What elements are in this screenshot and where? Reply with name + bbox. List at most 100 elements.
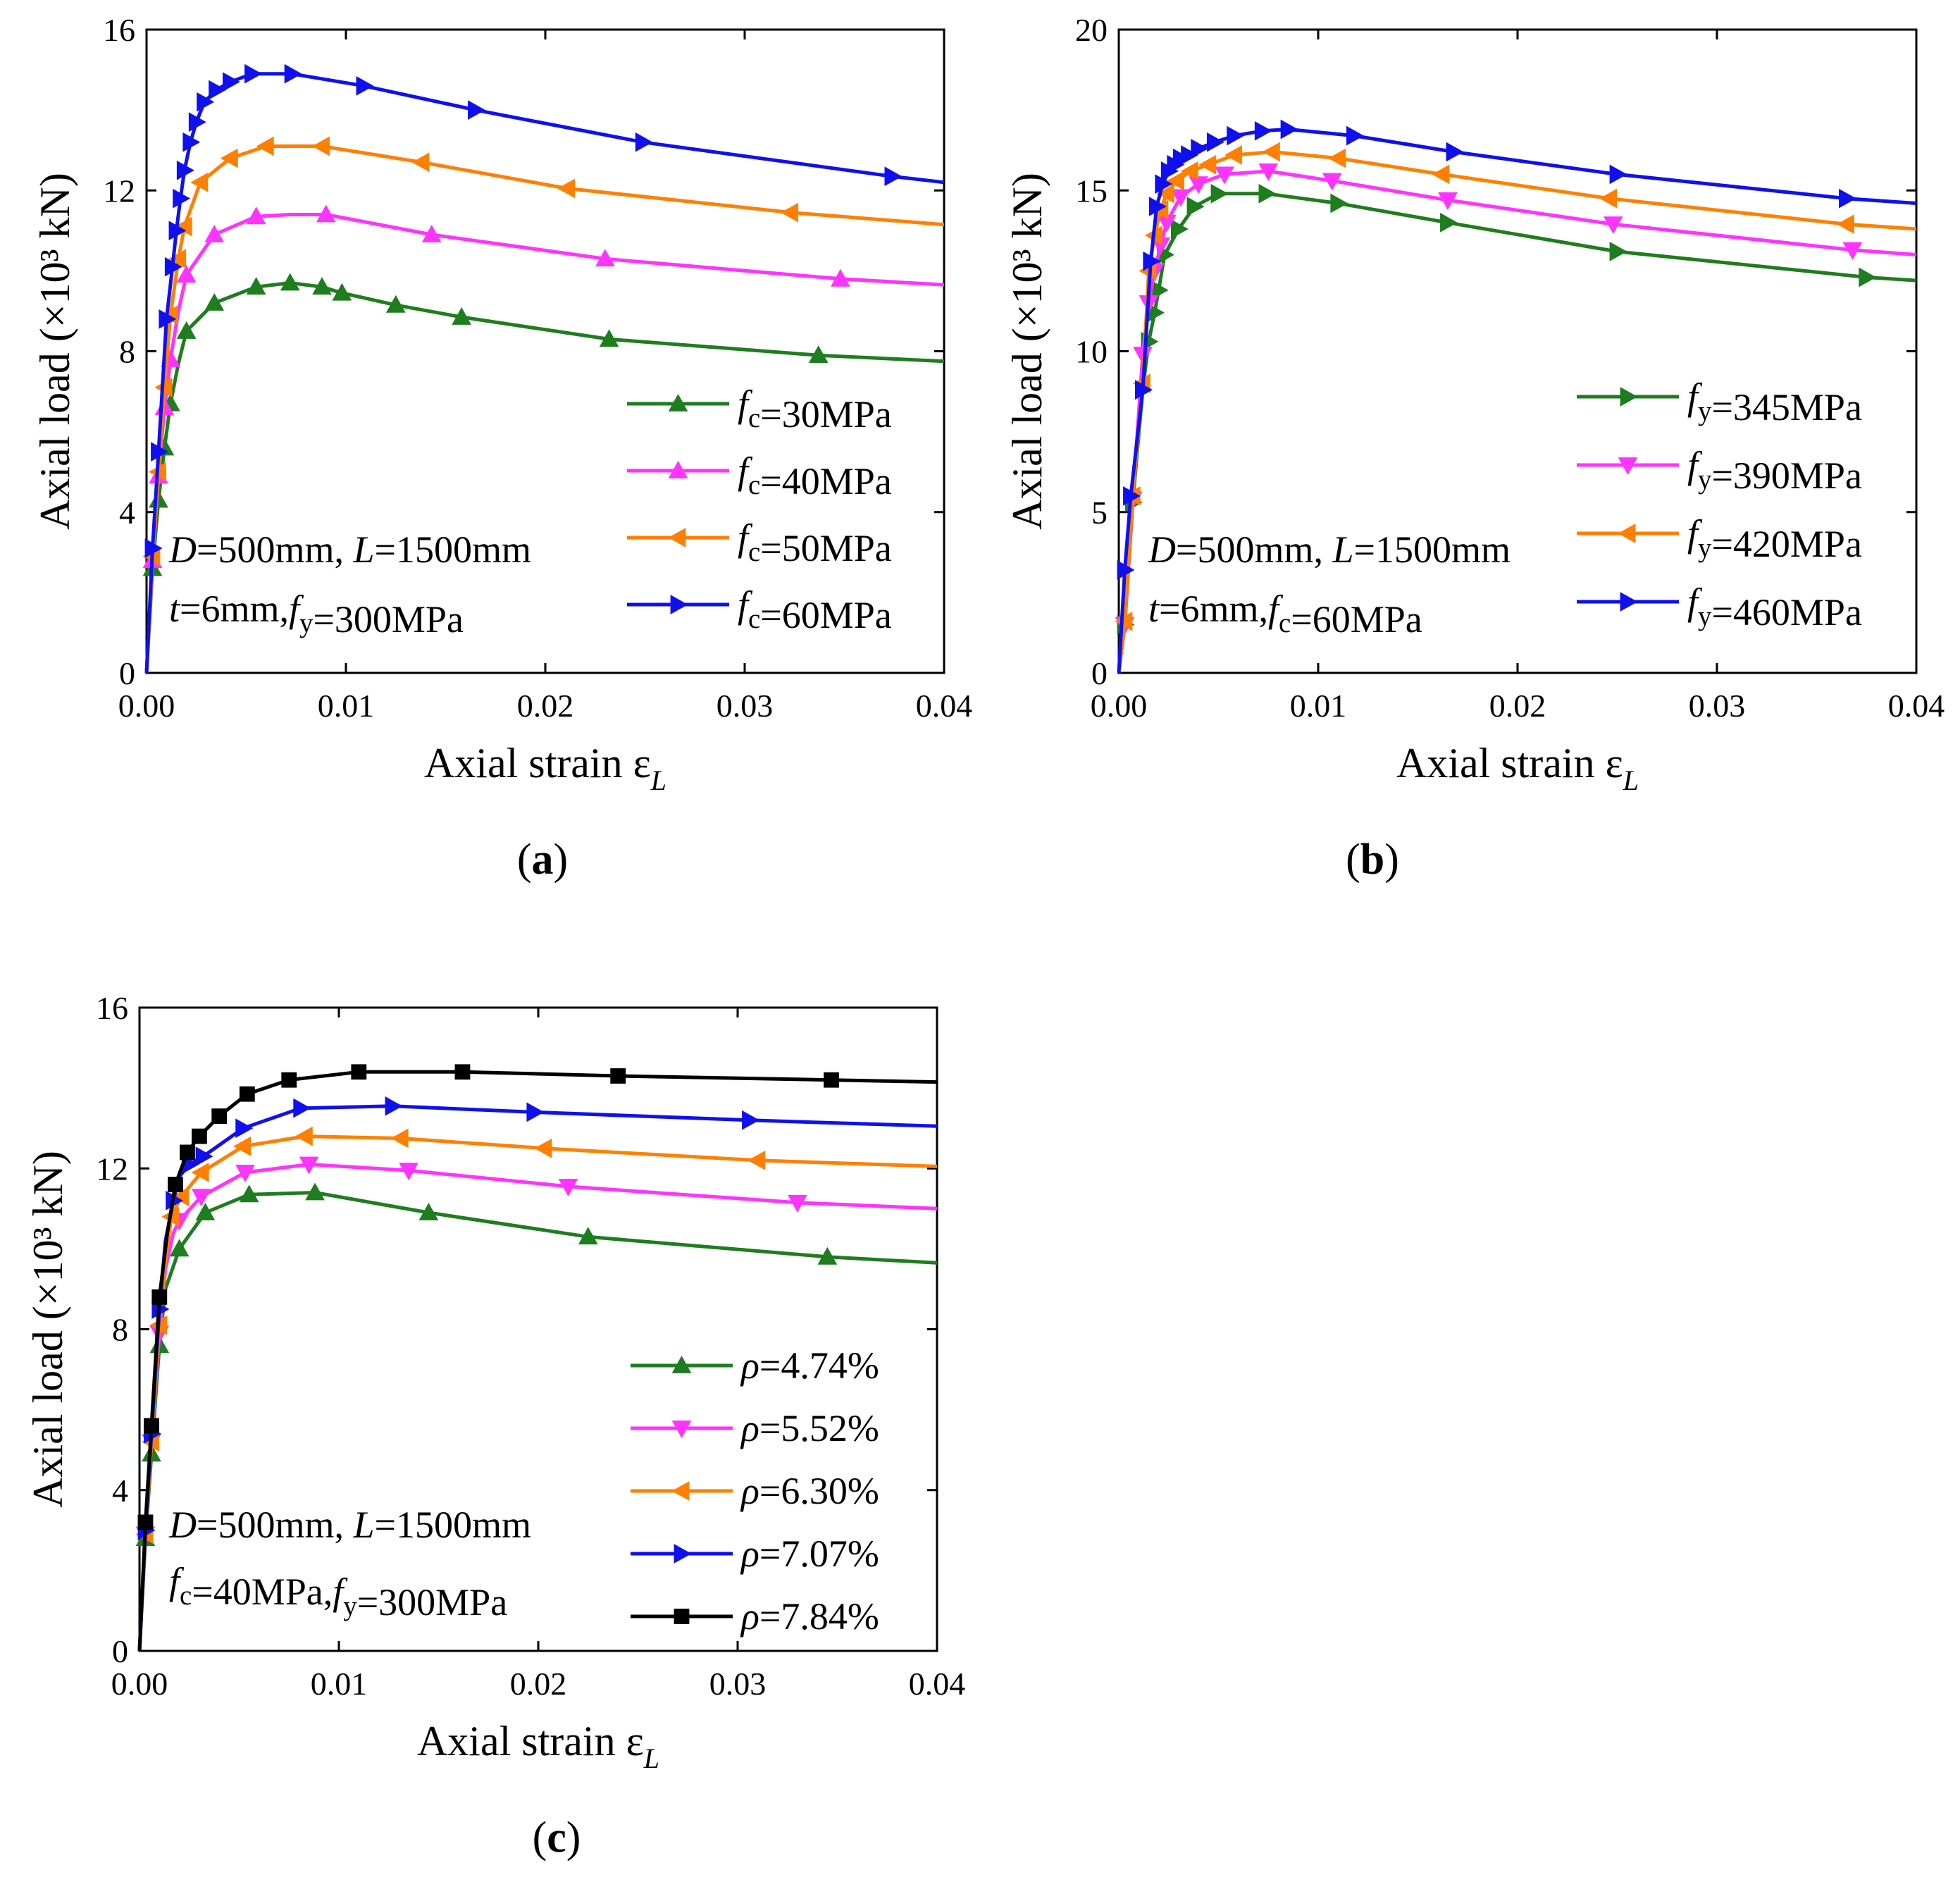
series-point xyxy=(180,1144,195,1160)
series-point xyxy=(1322,173,1342,191)
series-point xyxy=(164,256,182,277)
series-point xyxy=(1171,219,1189,239)
series-point xyxy=(1156,183,1174,204)
series-point xyxy=(468,100,485,120)
x-tick-label: 0.04 xyxy=(916,688,973,724)
y-tick-label: 5 xyxy=(1091,495,1108,531)
series-point xyxy=(195,1146,213,1166)
annotation-text: D=500mm, L=1500mm xyxy=(1148,528,1511,571)
series-point xyxy=(742,1110,760,1130)
series-point xyxy=(1346,125,1364,146)
x-tick-label: 0.03 xyxy=(709,1666,767,1702)
series-point xyxy=(421,224,442,242)
series-point xyxy=(595,249,615,267)
legend-marker xyxy=(674,1609,690,1624)
y-axis-title: Axial load (×10³ kN) xyxy=(25,1151,71,1508)
series-point xyxy=(1170,189,1191,207)
series-point xyxy=(159,309,177,329)
series-point xyxy=(1432,164,1450,185)
series-point xyxy=(246,206,266,225)
series-point xyxy=(1609,164,1627,185)
series-point xyxy=(411,152,430,173)
x-tick-label: 0.04 xyxy=(1888,688,1945,724)
legend-marker xyxy=(671,1355,692,1373)
y-tick-label: 0 xyxy=(1091,655,1108,691)
series-point xyxy=(144,538,163,558)
series-point xyxy=(151,442,169,462)
legend-marker xyxy=(1620,387,1638,407)
series-point xyxy=(356,76,374,96)
series-point xyxy=(169,1239,190,1257)
legend-label: fc=50MPa xyxy=(738,516,892,569)
series-point xyxy=(558,1179,578,1196)
series-point xyxy=(830,268,850,287)
x-tick-label: 0.00 xyxy=(1091,688,1148,724)
x-axis-title: Axial strain εL xyxy=(417,1718,659,1774)
y-tick-label: 15 xyxy=(1075,173,1108,209)
legend-marker xyxy=(670,595,688,614)
x-tick-label: 0.01 xyxy=(1290,688,1347,724)
annotation-text: t=6mm,fc=60MPa xyxy=(1148,588,1422,640)
series-point xyxy=(1440,213,1458,233)
series-point xyxy=(635,132,653,152)
x-tick-label: 0.04 xyxy=(909,1666,966,1702)
series-line-3 xyxy=(144,72,945,674)
series-point xyxy=(204,224,225,242)
series-point xyxy=(1603,216,1623,235)
legend-label: fy=390MPa xyxy=(1687,444,1862,497)
series-point xyxy=(293,1098,311,1118)
x-axis-title: Axial strain εL xyxy=(424,740,666,796)
legend-label: fc=60MPa xyxy=(738,583,892,636)
series-point xyxy=(1258,163,1279,181)
series-point xyxy=(195,1202,216,1220)
series-point xyxy=(197,92,215,112)
y-tick-label: 8 xyxy=(112,1312,128,1348)
series-point xyxy=(1839,188,1856,209)
series-point xyxy=(137,1514,154,1530)
panel-label: (c) xyxy=(533,1814,581,1862)
series-point xyxy=(176,265,197,283)
legend-marker xyxy=(671,1420,692,1439)
x-tick-label: 0.02 xyxy=(510,1666,567,1702)
series-point xyxy=(151,1289,168,1305)
x-tick-label: 0.03 xyxy=(1689,688,1746,724)
legend-label: fc=40MPa xyxy=(738,450,892,502)
y-axis-title: Axial load (×10³ kN) xyxy=(32,173,78,530)
legend-marker xyxy=(668,528,686,547)
panel-label: (b) xyxy=(1346,836,1399,884)
annotation-text: D=500mm, L=1500mm xyxy=(168,528,531,571)
y-tick-label: 0 xyxy=(112,1633,128,1669)
series-point xyxy=(385,295,406,313)
y-tick-label: 8 xyxy=(119,334,135,370)
series-point xyxy=(244,63,263,84)
y-tick-label: 4 xyxy=(112,1473,128,1509)
series-point xyxy=(1258,183,1277,204)
series-point xyxy=(280,273,300,291)
series-point xyxy=(1609,242,1627,261)
series-point xyxy=(1189,176,1209,194)
y-tick-label: 12 xyxy=(96,1151,128,1187)
legend-marker xyxy=(671,1481,690,1501)
series-point xyxy=(418,1202,439,1220)
series-point xyxy=(190,172,209,192)
series-point xyxy=(233,1137,252,1156)
legend-label: ρ=5.52% xyxy=(740,1407,879,1449)
series-point xyxy=(192,1128,207,1144)
annotation-text: t=6mm,fy=300MPa xyxy=(169,588,464,640)
series-point xyxy=(1167,171,1184,191)
series-point xyxy=(256,136,274,156)
series-point xyxy=(168,1177,183,1192)
legend-label: fc=30MPa xyxy=(738,383,892,435)
x-tick-label: 0.01 xyxy=(318,688,375,724)
series-point xyxy=(239,1086,255,1102)
series-point xyxy=(781,202,798,223)
series-point xyxy=(385,1096,403,1116)
x-tick-label: 0.00 xyxy=(118,688,175,724)
x-axis-title: Axial strain εL xyxy=(1396,740,1639,796)
legend-marker xyxy=(1618,457,1638,476)
plot-frame xyxy=(1117,28,1918,674)
series-point xyxy=(211,1108,228,1124)
x-tick-label: 0.01 xyxy=(311,1666,368,1702)
y-tick-label: 0 xyxy=(119,655,135,691)
